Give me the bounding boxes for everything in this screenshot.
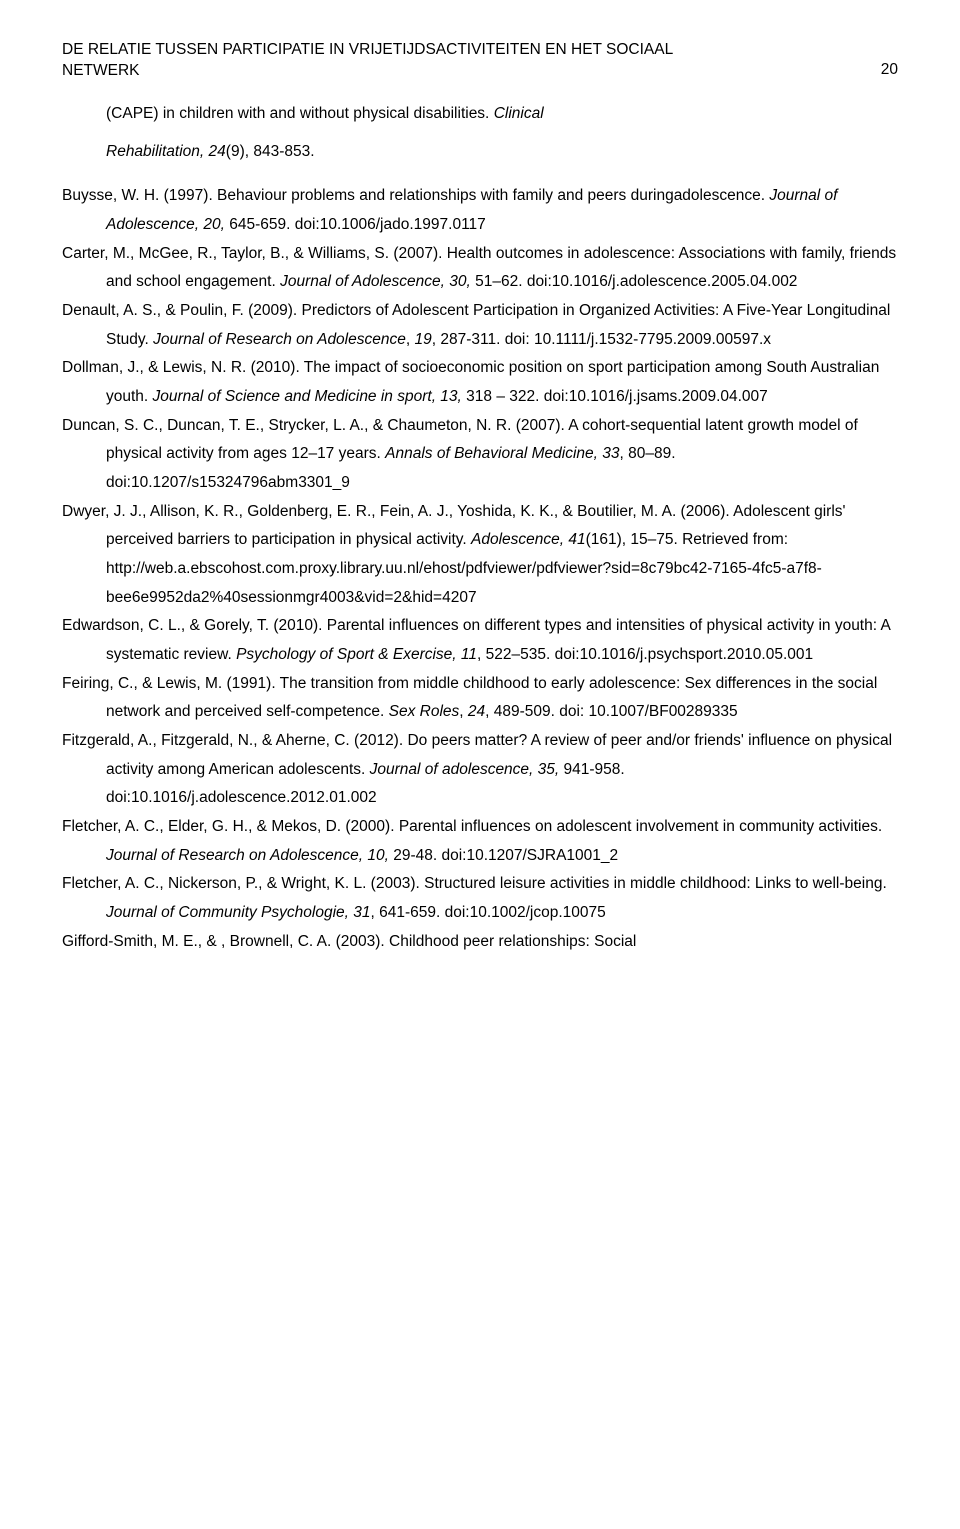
header-line-1: DE RELATIE TUSSEN PARTICIPATIE IN VRIJET… xyxy=(62,41,673,58)
reference-italic-text: Annals of Behavioral Medicine, 33 xyxy=(385,445,619,462)
reference-entry: Carter, M., McGee, R., Taylor, B., & Wil… xyxy=(62,240,898,297)
reference-text: , xyxy=(459,703,468,720)
cont-journal: Clinical xyxy=(494,105,544,122)
reference-entry: Gifford-Smith, M. E., & , Brownell, C. A… xyxy=(62,928,898,957)
reference-entry: Dollman, J., & Lewis, N. R. (2010). The … xyxy=(62,354,898,411)
reference-text: Fletcher, A. C., Elder, G. H., & Mekos, … xyxy=(62,818,882,835)
cont-pages: (9), 843-853. xyxy=(226,143,315,160)
reference-italic-text: Journal of Community Psychologie, 31 xyxy=(106,904,371,921)
reference-text: 29-48. doi:10.1207/SJRA1001_2 xyxy=(389,847,618,864)
reference-text: , 287-311. doi: 10.1111/j.1532-7795.2009… xyxy=(432,331,771,348)
reference-entry: Fletcher, A. C., Elder, G. H., & Mekos, … xyxy=(62,813,898,870)
running-header: DE RELATIE TUSSEN PARTICIPATIE IN VRIJET… xyxy=(62,40,898,82)
reference-italic-text: Journal of Research on Adolescence xyxy=(153,331,406,348)
reference-entry: Feiring, C., & Lewis, M. (1991). The tra… xyxy=(62,670,898,727)
reference-italic-text: Journal of Adolescence, 30, xyxy=(280,273,471,290)
continuation-line-1: (CAPE) in children with and without phys… xyxy=(62,100,898,129)
reference-entry: Dwyer, J. J., Allison, K. R., Goldenberg… xyxy=(62,498,898,613)
reference-entry: Duncan, S. C., Duncan, T. E., Strycker, … xyxy=(62,412,898,498)
reference-italic-text: Sex Roles xyxy=(389,703,460,720)
references-list: Buysse, W. H. (1997). Behaviour problems… xyxy=(62,182,898,956)
reference-entry: Fitzgerald, A., Fitzgerald, N., & Aherne… xyxy=(62,727,898,813)
cont-journal-2: Rehabilitation, 24 xyxy=(106,143,226,160)
continuation-line-2: Rehabilitation, 24(9), 843-853. xyxy=(62,138,898,167)
reference-italic-text: Adolescence, 41 xyxy=(471,531,586,548)
page-number: 20 xyxy=(867,40,898,81)
header-line-2: NETWERK xyxy=(62,62,140,79)
reference-text: 51–62. doi:10.1016/j.adolescence.2005.04… xyxy=(471,273,798,290)
reference-entry: Denault, A. S., & Poulin, F. (2009). Pre… xyxy=(62,297,898,354)
reference-text: 318 – 322. doi:10.1016/j.jsams.2009.04.0… xyxy=(462,388,768,405)
reference-entry: Buysse, W. H. (1997). Behaviour problems… xyxy=(62,182,898,239)
reference-italic-text: Journal of adolescence, 35, xyxy=(370,761,560,778)
reference-entry: Fletcher, A. C., Nickerson, P., & Wright… xyxy=(62,870,898,927)
cont-text: (CAPE) in children with and without phys… xyxy=(106,105,494,122)
reference-entry: Edwardson, C. L., & Gorely, T. (2010). P… xyxy=(62,612,898,669)
reference-italic-text: 24 xyxy=(468,703,485,720)
reference-italic-text: Journal of Research on Adolescence, 10, xyxy=(106,847,389,864)
reference-italic-text: Journal of Science and Medicine in sport… xyxy=(153,388,462,405)
reference-text: Gifford-Smith, M. E., & , Brownell, C. A… xyxy=(62,933,636,950)
reference-text: 645-659. doi:10.1006/jado.1997.0117 xyxy=(225,216,486,233)
reference-text: Buysse, W. H. (1997). Behaviour problems… xyxy=(62,187,769,204)
header-title: DE RELATIE TUSSEN PARTICIPATIE IN VRIJET… xyxy=(62,40,673,82)
reference-text: , 641-659. doi:10.1002/jcop.10075 xyxy=(371,904,606,921)
reference-text: , 489-509. doi: 10.1007/BF00289335 xyxy=(485,703,738,720)
reference-text: Fletcher, A. C., Nickerson, P., & Wright… xyxy=(62,875,887,892)
reference-text: , 522–535. doi:10.1016/j.psychsport.2010… xyxy=(477,646,813,663)
reference-italic-text: Psychology of Sport & Exercise, 11 xyxy=(236,646,477,663)
reference-italic-text: 19 xyxy=(414,331,431,348)
